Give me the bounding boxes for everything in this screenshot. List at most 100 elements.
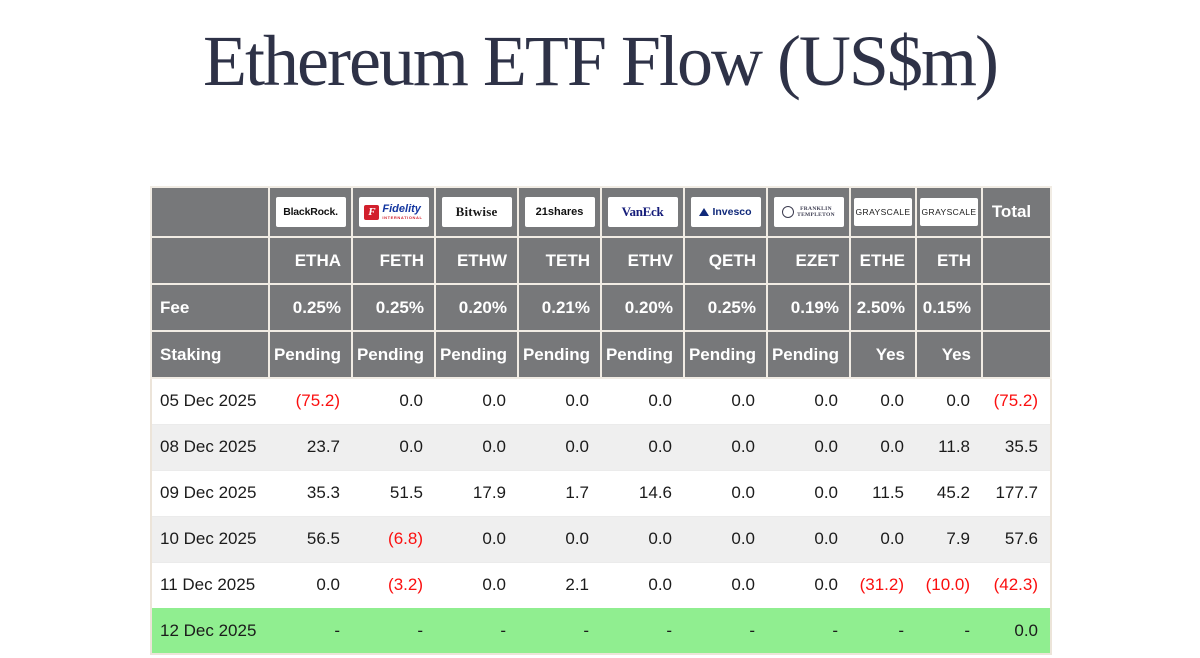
ticker-value: FETH xyxy=(351,236,436,285)
franklin-templeton-logo-cell: FRANKLIN TEMPLETON xyxy=(766,186,851,238)
value-cell: 2.1 xyxy=(518,561,601,608)
blackrock-logo-text: BlackRock. xyxy=(283,206,338,218)
value-cell: 0.0 xyxy=(435,423,518,470)
fee-value: 0.25% xyxy=(351,283,436,332)
flow-row: 10 Dec 2025 56.5 (6.8) 0.0 0.0 0.0 0.0 0.0 0.0 7.… xyxy=(151,515,1051,562)
franklin-logo-line1: FRANKLIN xyxy=(800,205,832,212)
ticker-value: TETH xyxy=(517,236,602,285)
value-cell: 0.0 xyxy=(850,423,916,470)
grayscale-eth-logo-text: GRAYSCALE xyxy=(921,207,977,217)
value-cell: 35.3 xyxy=(269,469,352,516)
value-cell: (31.2) xyxy=(850,561,916,608)
staking-value: Pending xyxy=(351,330,436,379)
date-cell: 09 Dec 2025 xyxy=(151,469,269,516)
value-cell: 0.0 xyxy=(601,561,684,608)
fee-value: 0.25% xyxy=(268,283,353,332)
value-cell: - xyxy=(518,607,601,654)
ticker-value: EZET xyxy=(766,236,851,285)
fidelity-logo-cell: F Fidelity INTERNATIONAL xyxy=(351,186,436,238)
value-cell: 0.0 xyxy=(435,561,518,608)
staking-row: Staking Pending Pending Pending Pending Pendi… xyxy=(150,330,1052,379)
franklin-templeton-logo: FRANKLIN TEMPLETON xyxy=(773,197,844,227)
franklin-logo-line2: TEMPLETON xyxy=(797,212,835,218)
staking-value: Pending xyxy=(517,330,602,379)
staking-value: Pending xyxy=(683,330,768,379)
fee-label: Fee xyxy=(150,283,270,332)
value-cell: - xyxy=(435,607,518,654)
value-cell: 0.0 xyxy=(684,515,767,562)
bitwise-logo: Bitwise xyxy=(441,197,512,227)
value-cell: 51.5 xyxy=(352,469,435,516)
bitwise-logo-cell: Bitwise xyxy=(434,186,519,238)
value-cell: 0.0 xyxy=(269,561,352,608)
bitwise-logo-text: Bitwise xyxy=(455,204,498,219)
fidelity-logo-subtext: INTERNATIONAL xyxy=(382,215,423,220)
blackrock-logo: BlackRock. xyxy=(275,197,346,227)
flow-row: 12 Dec 2025- - - - - - - - -0.0 xyxy=(151,607,1051,654)
fee-total-blank xyxy=(981,283,1052,332)
value-cell: - xyxy=(352,607,435,654)
staking-value: Pending xyxy=(434,330,519,379)
21shares-logo-cell: 21shares xyxy=(517,186,602,238)
value-cell: 0.0 xyxy=(518,423,601,470)
staking-value: Yes xyxy=(915,330,983,379)
value-cell: 0.0 xyxy=(767,469,850,516)
fee-row: Fee 0.25% 0.25% 0.20% 0.21% 0.20% 0.25% 0.19% 2.… xyxy=(150,283,1052,332)
vaneck-logo-cell: VanEck xyxy=(600,186,685,238)
value-cell: 0.0 xyxy=(352,423,435,470)
value-cell: 0.0 xyxy=(684,469,767,516)
value-cell: 0.0 xyxy=(601,515,684,562)
flow-row: 09 Dec 2025 35.3 51.5 17.9 1.7 14.6 0.0 0.0 11.5… xyxy=(151,469,1051,516)
value-cell: (3.2) xyxy=(352,561,435,608)
value-cell: 7.9 xyxy=(916,515,982,562)
invesco-logo-cell: Invesco xyxy=(683,186,768,238)
value-cell: 0.0 xyxy=(684,423,767,470)
total-column-header: Total xyxy=(981,186,1052,238)
value-cell: - xyxy=(767,607,850,654)
grayscale-ethe-logo: GRAYSCALE xyxy=(854,198,912,226)
staking-value: Pending xyxy=(766,330,851,379)
fidelity-logo-text: Fidelity xyxy=(382,203,421,215)
value-cell: 0.0 xyxy=(767,561,850,608)
value-cell: 14.6 xyxy=(601,469,684,516)
staking-value: Pending xyxy=(268,330,353,379)
vaneck-logo: VanEck xyxy=(607,197,678,227)
date-cell: 11 Dec 2025 xyxy=(151,561,269,608)
value-cell: 0.0 xyxy=(982,607,1051,654)
value-cell: 0.0 xyxy=(518,515,601,562)
value-cell: (6.8) xyxy=(352,515,435,562)
franklin-emblem-icon xyxy=(782,206,795,218)
value-cell: 23.7 xyxy=(269,423,352,470)
grayscale-eth-logo-cell: GRAYSCALE xyxy=(915,186,983,238)
ticker-value: QETH xyxy=(683,236,768,285)
value-cell: - xyxy=(916,607,982,654)
value-cell: 0.0 xyxy=(850,377,916,424)
value-cell: 35.5 xyxy=(982,423,1051,470)
fee-value: 0.20% xyxy=(434,283,519,332)
value-cell: 0.0 xyxy=(850,515,916,562)
ticker-value: ETHA xyxy=(268,236,353,285)
value-cell: 0.0 xyxy=(916,377,982,424)
value-cell: 0.0 xyxy=(767,423,850,470)
value-cell: (42.3) xyxy=(982,561,1051,608)
value-cell: 0.0 xyxy=(601,423,684,470)
value-cell: 11.8 xyxy=(916,423,982,470)
ticker-total-blank xyxy=(981,236,1052,285)
value-cell: - xyxy=(850,607,916,654)
issuer-logo-row: BlackRock. F Fidelity INTERNATIONAL Bi xyxy=(150,186,1052,238)
invesco-logo-text: Invesco xyxy=(712,206,752,218)
invesco-mountain-icon xyxy=(699,208,710,216)
staking-label: Staking xyxy=(150,330,270,379)
ticker-value: ETHE xyxy=(849,236,917,285)
etf-flow-table: BlackRock. F Fidelity INTERNATIONAL Bi xyxy=(150,186,1052,655)
staking-total-blank xyxy=(981,330,1052,379)
value-cell: 56.5 xyxy=(269,515,352,562)
fee-value: 2.50% xyxy=(849,283,917,332)
fee-value: 0.21% xyxy=(517,283,602,332)
staking-value: Yes xyxy=(849,330,917,379)
date-cell: 05 Dec 2025 xyxy=(151,377,269,424)
date-cell: 12 Dec 2025 xyxy=(151,607,269,654)
21shares-logo: 21shares xyxy=(524,197,595,227)
value-cell: (75.2) xyxy=(269,377,352,424)
invesco-logo: Invesco xyxy=(690,197,761,227)
